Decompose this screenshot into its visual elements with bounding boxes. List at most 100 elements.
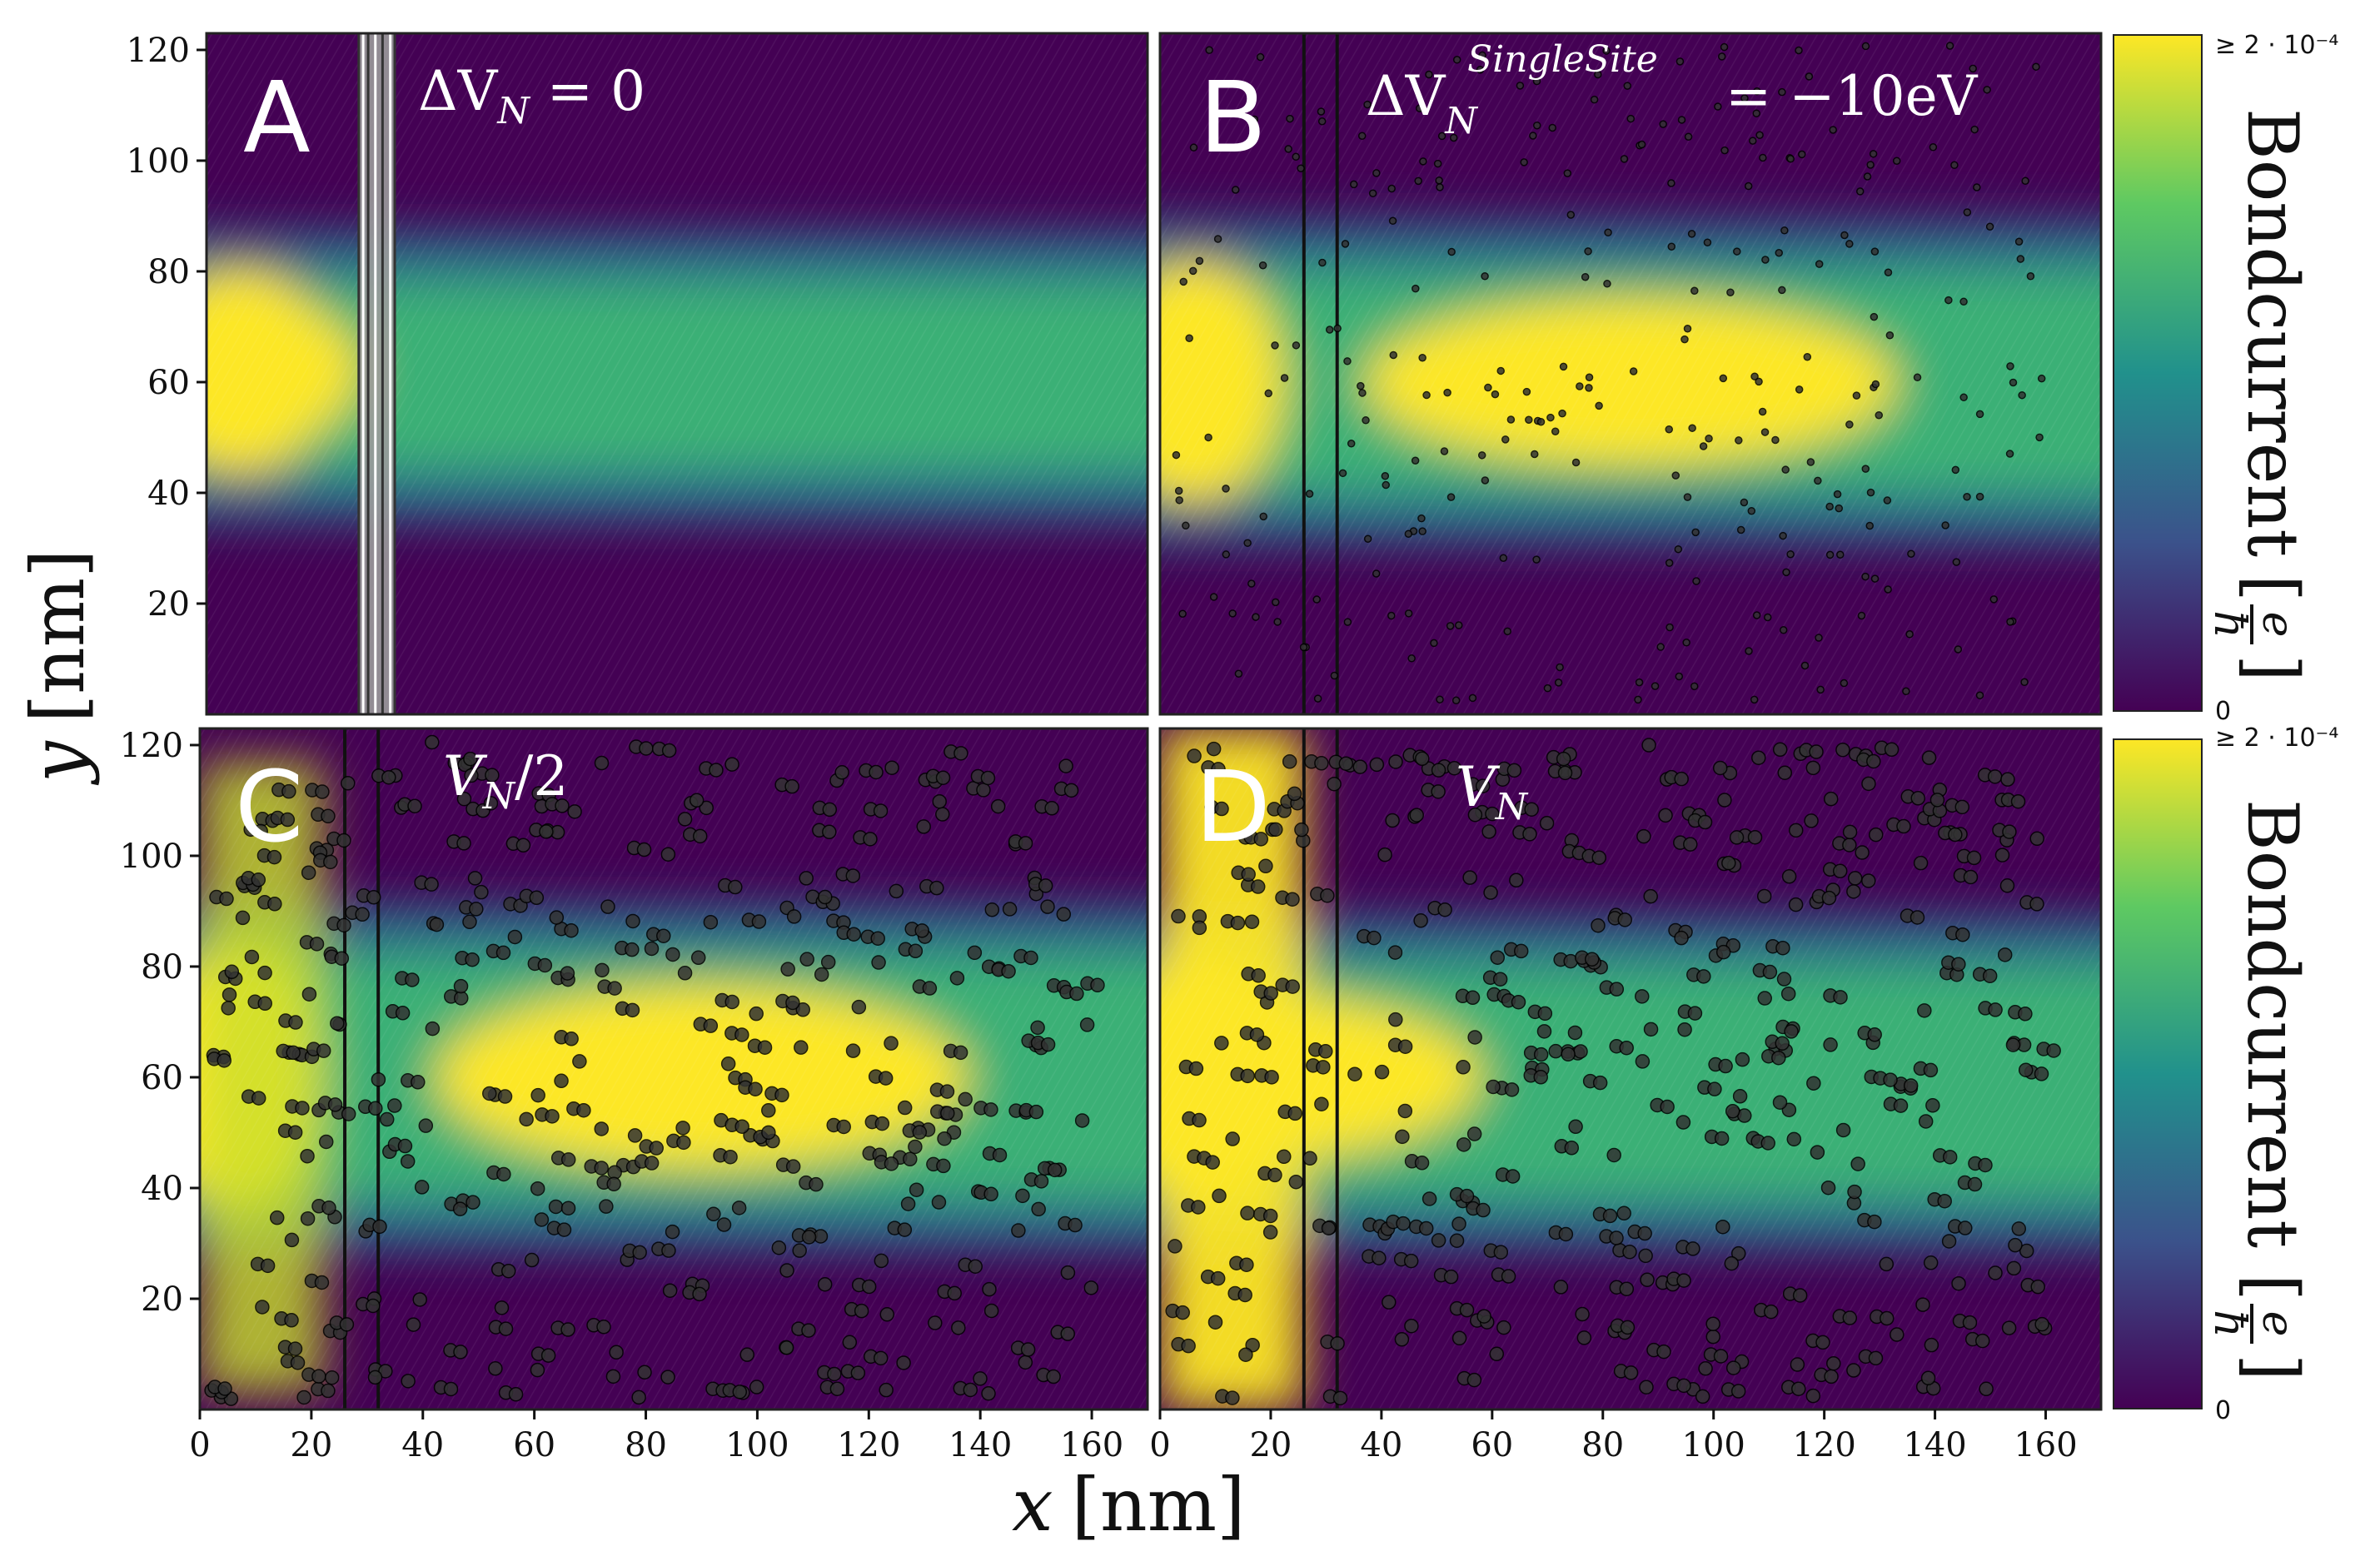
impurity-dot xyxy=(371,1071,386,1087)
impurity-dot xyxy=(1259,512,1267,521)
impurity-dot xyxy=(836,1119,851,1135)
y-tick-label: 40 xyxy=(141,1170,183,1208)
impurity-dot xyxy=(1712,760,1728,776)
panel-frame xyxy=(198,727,1149,1411)
impurity-dot xyxy=(1967,1176,1983,1192)
svg-text:e: e xyxy=(2253,612,2303,638)
impurity-dot xyxy=(2006,1260,2022,1276)
impurity-dot xyxy=(1395,1129,1410,1145)
impurity-dot xyxy=(1641,738,1656,753)
x-tick-label: 20 xyxy=(1249,1426,1292,1464)
impurity-dot xyxy=(1778,286,1786,295)
impurity-dot xyxy=(1195,256,1204,266)
impurity-dot xyxy=(1478,51,1486,60)
impurity-dot xyxy=(795,1002,811,1017)
impurity-dot xyxy=(1484,383,1492,392)
impurity-dot xyxy=(1659,120,1667,128)
impurity-dot xyxy=(1643,888,1658,904)
impurity-dot xyxy=(1983,86,1991,94)
impurity-dot xyxy=(1816,685,1825,694)
impurity-dot xyxy=(1251,968,1266,983)
x-tick-label: 40 xyxy=(1360,1426,1402,1464)
impurity-dot xyxy=(1842,838,1857,853)
impurity-dot xyxy=(761,1125,776,1141)
impurity-dot xyxy=(1207,1315,1223,1330)
impurity-dot xyxy=(1468,693,1477,703)
impurity-dot xyxy=(594,755,610,771)
impurity-dot xyxy=(1635,989,1650,1004)
x-tick-label: 120 xyxy=(1792,1426,1855,1464)
impurity-dot xyxy=(1902,687,1910,696)
impurity-dot xyxy=(916,819,931,834)
impurity-dot xyxy=(1485,806,1500,822)
impurity-dot xyxy=(1481,272,1489,281)
impurity-dot xyxy=(992,1147,1008,1163)
impurity-dot xyxy=(295,1101,310,1116)
impurity-dot xyxy=(1717,52,1726,61)
impurity-dot xyxy=(922,981,938,996)
impurity-dot xyxy=(1666,623,1674,632)
impurity-dot xyxy=(1509,872,1524,888)
impurity-dot xyxy=(1372,169,1381,177)
impurity-dot xyxy=(1556,663,1564,672)
impurity-dot xyxy=(1403,1253,1419,1269)
impurity-dot xyxy=(723,1149,738,1165)
impurity-dot xyxy=(1778,87,1786,97)
impurity-dot xyxy=(253,823,268,839)
impurity-dot xyxy=(1357,132,1367,140)
impurity-dot xyxy=(466,1195,480,1210)
impurity-dot xyxy=(1493,1245,1509,1260)
impurity-dot xyxy=(1060,1265,1076,1280)
impurity-dot xyxy=(794,1040,809,1055)
impurity-dot xyxy=(1941,1234,1957,1249)
panel-a xyxy=(205,32,1149,716)
impurity-dot xyxy=(1249,1027,1265,1042)
impurity-dot xyxy=(973,1371,988,1386)
impurity-dot xyxy=(1287,786,1302,802)
impurity-dot xyxy=(1724,1255,1740,1271)
impurity-dot xyxy=(1875,410,1884,420)
panel-frame xyxy=(1158,727,2103,1411)
impurity-dot xyxy=(1821,890,1837,906)
impurity-dot xyxy=(1382,1295,1397,1310)
impurity-dot xyxy=(281,783,296,799)
impurity-dot xyxy=(1213,235,1222,243)
impurity-dot xyxy=(1455,621,1463,629)
impurity-dot xyxy=(251,1091,266,1106)
impurity-dot xyxy=(1868,1350,1884,1366)
y-tick-label: 120 xyxy=(120,727,183,765)
impurity-dot xyxy=(539,824,554,839)
impurity-dot xyxy=(1237,1287,1252,1303)
impurity-dot xyxy=(1320,888,1335,903)
y-tick-label: 100 xyxy=(127,142,190,181)
impurity-dot xyxy=(1907,549,1915,558)
impurity-dot xyxy=(1250,879,1266,894)
impurity-dot xyxy=(625,1002,640,1018)
impurity-dot xyxy=(284,1232,300,1248)
impurity-dot xyxy=(1868,827,1884,843)
impurity-dot xyxy=(607,981,622,996)
impurity-dot xyxy=(500,1263,516,1279)
impurity-dot xyxy=(564,1032,579,1046)
impurity-dot xyxy=(1674,930,1689,946)
impurity-dot xyxy=(2018,1007,2033,1022)
impurity-dot xyxy=(1414,1156,1430,1171)
colorbar-top-unit: [ e ħ ] xyxy=(2204,574,2313,682)
impurity-dot xyxy=(429,917,445,932)
impurity-dot xyxy=(1520,158,1528,167)
svg-text:y[nm]: y[nm] xyxy=(15,549,101,786)
impurity-dot xyxy=(1363,100,1372,109)
impurity-dot xyxy=(1823,1037,1838,1052)
impurity-dot xyxy=(1214,801,1229,817)
impurity-dot xyxy=(644,1156,660,1171)
impurity-dot xyxy=(1997,947,2013,962)
impurity-dot xyxy=(1467,1030,1482,1045)
impurity-dot xyxy=(829,1381,845,1396)
impurity-dot xyxy=(300,1148,315,1164)
impurity-dot xyxy=(1388,754,1403,769)
impurity-dot xyxy=(301,987,317,1002)
impurity-dot xyxy=(1011,1223,1026,1238)
impurity-dot xyxy=(1258,261,1267,270)
impurity-dot xyxy=(1963,208,1972,216)
impurity-dot xyxy=(870,931,885,946)
